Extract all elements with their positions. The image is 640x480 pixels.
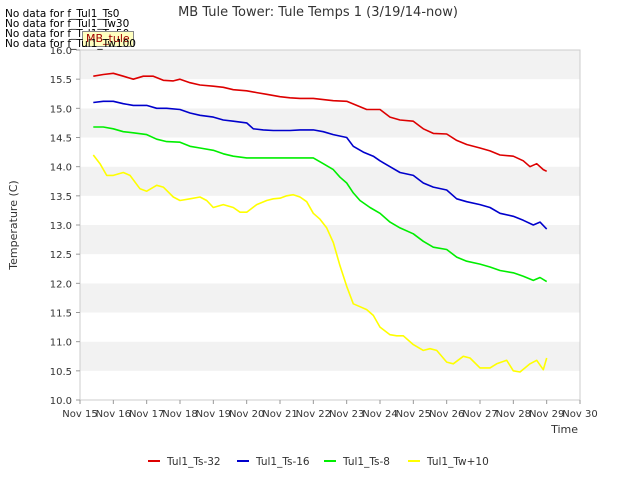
y-tick-label: 14.0 <box>50 163 72 174</box>
plot-band <box>80 225 580 255</box>
plot-band <box>80 254 580 284</box>
x-tick-label: Nov 27 <box>462 409 497 420</box>
plot-band <box>80 283 580 313</box>
x-tick-label: Nov 18 <box>162 409 197 420</box>
plot-band <box>80 195 580 225</box>
x-tick-label: Nov 19 <box>196 409 231 420</box>
y-tick-label: 13.5 <box>50 192 72 203</box>
legend-label: Tul1_Ts-8 <box>342 456 390 468</box>
x-tick-label: Nov 21 <box>262 409 297 420</box>
y-tick-label: 10.0 <box>50 396 72 407</box>
y-axis: 10.0 10.5 11.0 11.5 12.0 12.5 13.0 13.5 14.0 14.5… <box>50 46 80 407</box>
plot-band <box>80 341 580 371</box>
no-data-message: No data for f_Tul1_Tw100 <box>5 38 136 50</box>
series-lines <box>92 72 548 373</box>
x-tick-label: Nov 22 <box>296 409 331 420</box>
plot-band <box>80 79 580 109</box>
x-tick-label: Nov 24 <box>362 409 397 420</box>
x-tick-label: Nov 30 <box>562 409 597 420</box>
no-data-message: No data for f_Tul1_Tw30 <box>5 18 130 30</box>
x-tick-label: Nov 25 <box>396 409 431 420</box>
y-tick-label: 11.0 <box>50 338 72 349</box>
y-tick-label: 12.5 <box>50 250 72 261</box>
x-tick-label: Nov 17 <box>129 409 164 420</box>
plot-band <box>80 50 580 80</box>
no-data-message: No data for f_Tul1_Ts0 <box>5 8 120 20</box>
series-line <box>93 72 548 173</box>
y-tick-label: 16.0 <box>50 46 72 57</box>
legend-label: Tul1_Ts-16 <box>255 456 310 468</box>
chart-title: MB Tule Tower: Tule Temps 1 (3/19/14-now… <box>178 5 458 20</box>
series-line <box>93 100 548 230</box>
series-line <box>92 154 548 373</box>
legend: Tul1_Ts-32 Tul1_Ts-16 Tul1_Ts-8 Tul1_Tw+10 <box>148 456 489 468</box>
y-tick-label: 14.5 <box>50 134 72 145</box>
x-tick-label: Nov 16 <box>96 409 131 420</box>
plot-band <box>80 137 580 167</box>
plot-band <box>80 312 580 342</box>
y-axis-label: Temperature (C) <box>7 180 20 270</box>
x-tick-label: Nov 26 <box>429 409 464 420</box>
x-tick-label: Nov 28 <box>496 409 531 420</box>
legend-label: Tul1_Ts-32 <box>166 456 221 468</box>
series-line <box>93 126 548 283</box>
y-tick-label: 10.5 <box>50 367 72 378</box>
x-tick-label: Nov 23 <box>329 409 364 420</box>
plot-band <box>80 108 580 138</box>
y-tick-label: 13.0 <box>50 221 72 232</box>
plot-band <box>80 370 580 400</box>
no-data-message: No data for f_Tul1_Tw50 <box>5 28 130 40</box>
y-tick-label: 15.5 <box>50 75 72 86</box>
legend-label: Tul1_Tw+10 <box>426 456 489 468</box>
x-axis-label: Time <box>550 423 578 436</box>
site-badge[interactable]: MB_tule <box>82 31 134 47</box>
plot-band <box>80 166 580 196</box>
plot-background <box>80 50 580 400</box>
y-tick-label: 15.0 <box>50 104 72 115</box>
y-tick-label: 11.5 <box>50 309 72 320</box>
x-tick-label: Nov 15 <box>62 409 97 420</box>
y-tick-label: 12.0 <box>50 279 72 290</box>
x-tick-label: Nov 20 <box>229 409 264 420</box>
x-tick-label: Nov 29 <box>529 409 564 420</box>
